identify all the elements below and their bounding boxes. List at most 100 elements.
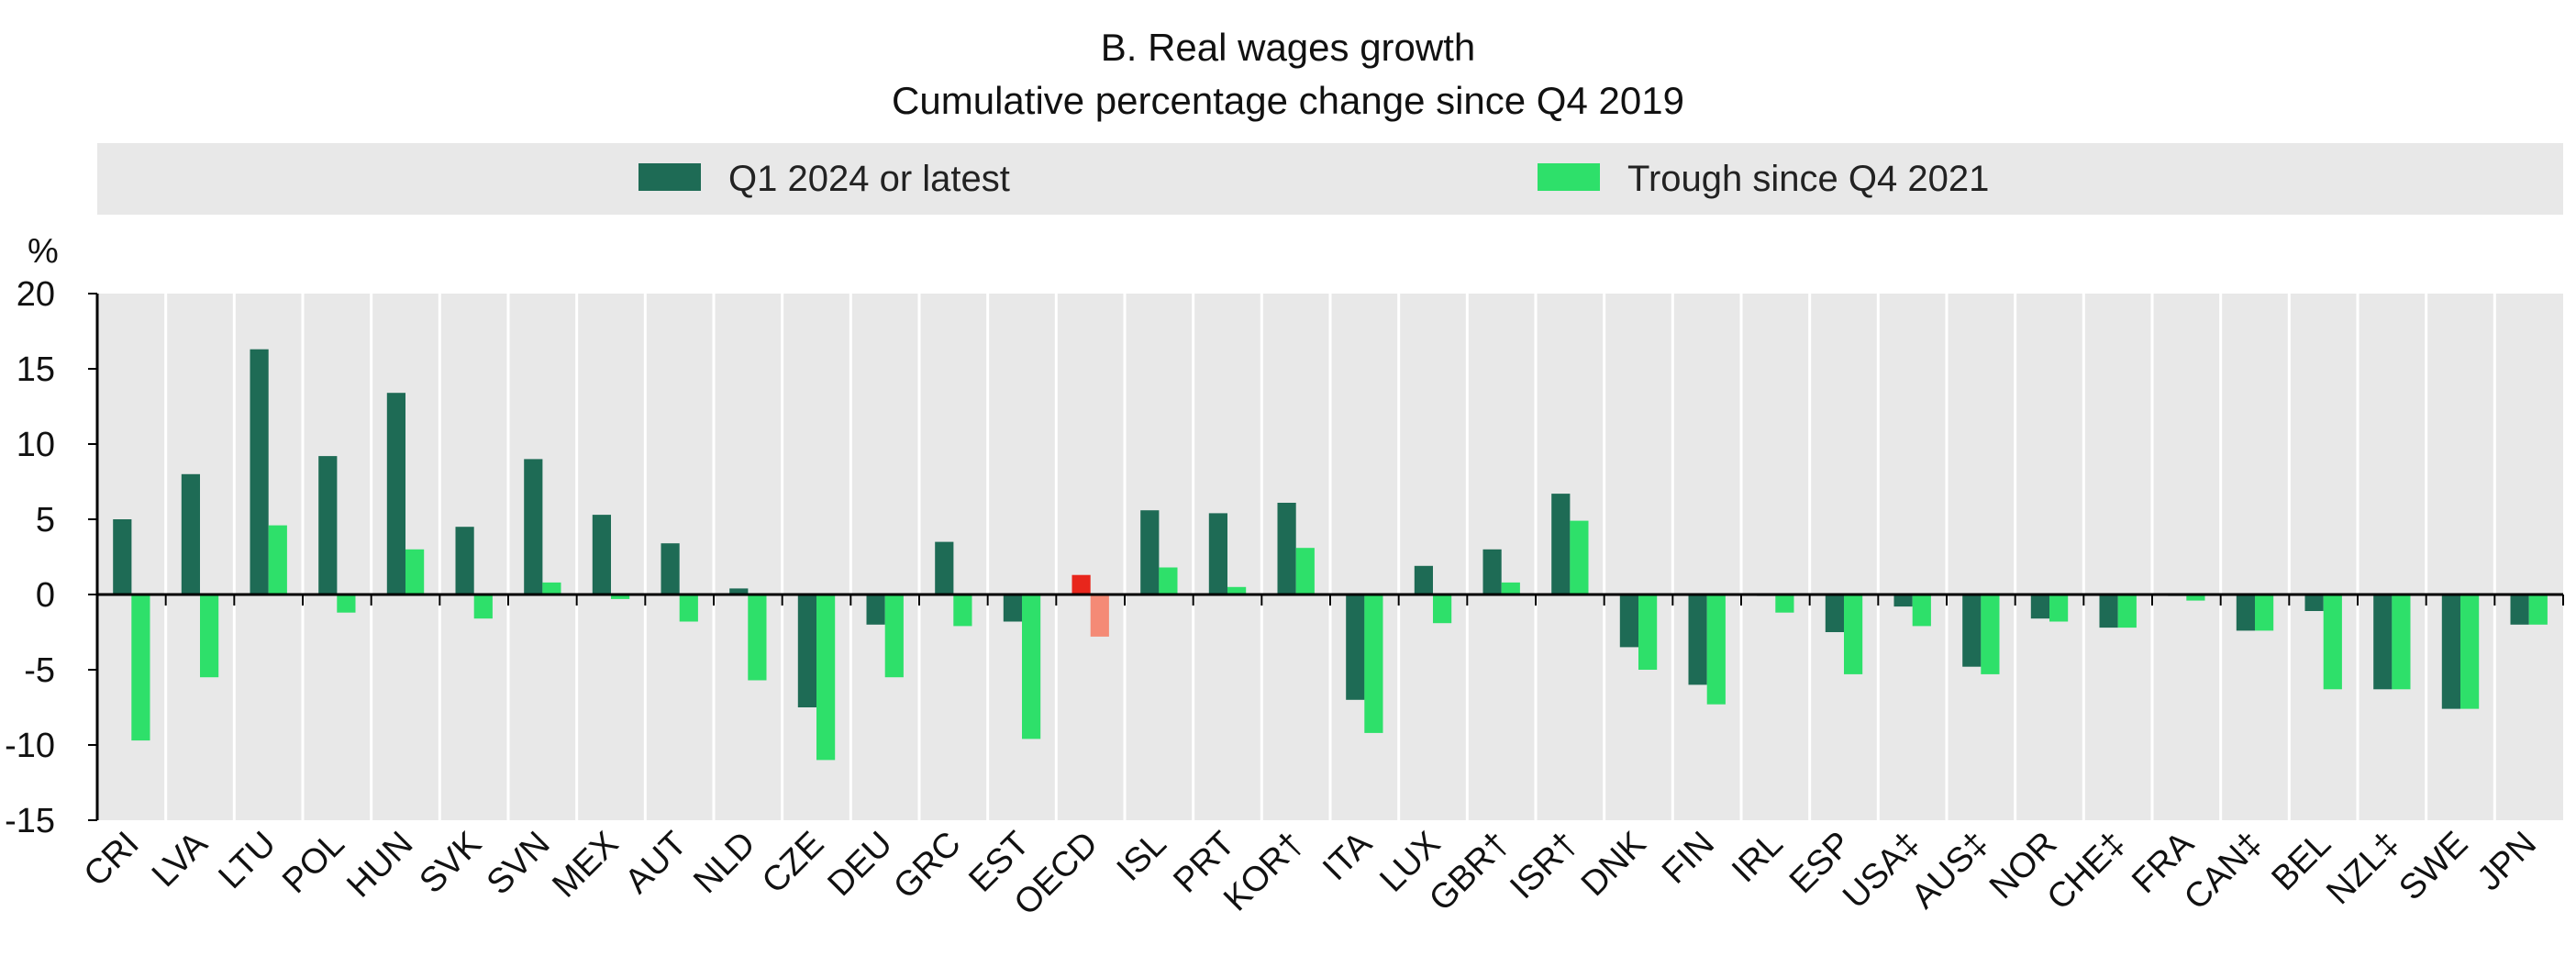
bar-trough-isl — [1159, 567, 1178, 595]
category-label: GBR† — [1422, 825, 1516, 919]
category-label: LVA — [145, 824, 216, 895]
bar-trough-aut — [679, 595, 698, 622]
bar-q1-2024-ltu — [250, 349, 269, 595]
bar-trough-jpn — [2528, 595, 2548, 625]
bar-q1-2024-kor — [1277, 503, 1296, 595]
category-label: DNK — [1574, 825, 1653, 904]
y-tick-label: -15 — [5, 802, 55, 840]
legend-box — [97, 143, 2563, 215]
category-label: AUT — [618, 825, 694, 901]
bar-q1-2024-est — [1003, 595, 1022, 622]
category-label: SVN — [480, 825, 558, 903]
bar-trough-svn — [542, 582, 561, 595]
bar-q1-2024-aus — [1962, 595, 1982, 667]
bar-q1-2024-oecd — [1071, 574, 1091, 595]
category-label: JPN — [2471, 825, 2544, 898]
bar-trough-cze — [816, 595, 836, 761]
category-label: CAN‡ — [2177, 825, 2270, 917]
bar-trough-prt — [1227, 586, 1247, 595]
chart-title: B. Real wages growth — [1101, 26, 1476, 69]
bar-q1-2024-hun — [386, 393, 405, 595]
y-tick-label: -10 — [5, 727, 55, 765]
bar-trough-fin — [1706, 595, 1726, 705]
category-label: CRI — [77, 825, 147, 895]
bar-q1-2024-nld — [729, 588, 749, 595]
bar-q1-2024-dnk — [1619, 595, 1638, 648]
bar-trough-irl — [1775, 595, 1794, 613]
bar-q1-2024-can — [2236, 595, 2255, 631]
category-label: HUN — [339, 825, 420, 906]
category-label: LTU — [212, 825, 283, 896]
bar-q1-2024-che — [2099, 595, 2118, 628]
y-tick-label: 5 — [36, 501, 55, 539]
x-categories: CRILVALTUPOLHUNSVKSVNMEXAUTNLDCZEDEUGRCE… — [77, 824, 2544, 923]
bar-q1-2024-jpn — [2510, 595, 2529, 625]
y-tick-label: 0 — [36, 576, 55, 615]
category-label: NLD — [686, 825, 762, 901]
y-tick-label: 10 — [17, 426, 55, 464]
bar-q1-2024-gbr — [1482, 549, 1502, 595]
bar-q1-2024-swe — [2441, 595, 2460, 709]
y-ticks: 20 15 10 5 0 -5 -10 -15 — [5, 275, 97, 840]
category-label: FIN — [1655, 825, 1722, 892]
category-label: KOR† — [1216, 825, 1311, 919]
bar-q1-2024-lux — [1414, 565, 1433, 595]
category-label: ISR† — [1503, 825, 1584, 906]
legend-label-q1-2024: Q1 2024 or latest — [728, 159, 1010, 199]
bar-trough-swe — [2460, 595, 2480, 709]
column-separators — [164, 294, 2496, 820]
bar-trough-deu — [884, 595, 904, 678]
bar-trough-nor — [2049, 595, 2069, 622]
bar-q1-2024-cze — [797, 595, 816, 707]
bar-trough-bel — [2323, 595, 2342, 690]
legend-swatch-trough — [1538, 163, 1600, 191]
bar-trough-dnk — [1638, 595, 1658, 670]
bar-trough-pol — [337, 595, 356, 613]
category-label: AUS‡ — [1904, 825, 1996, 917]
category-label: POL — [275, 825, 351, 901]
category-label: GRC — [886, 825, 968, 906]
bar-trough-ita — [1364, 595, 1383, 733]
category-label: CHE‡ — [2040, 825, 2133, 917]
bar-trough-oecd — [1090, 595, 1109, 637]
bar-trough-isr — [1570, 520, 1589, 595]
bar-q1-2024-svn — [524, 459, 543, 595]
bar-q1-2024-nzl — [2373, 595, 2393, 690]
bar-trough-che — [2117, 595, 2137, 628]
bar-trough-gbr — [1501, 582, 1520, 595]
bar-trough-cri — [131, 595, 150, 741]
bar-trough-est — [1022, 595, 1041, 739]
axes-layer — [95, 294, 2564, 820]
bar-q1-2024-deu — [866, 595, 885, 625]
bar-q1-2024-bel — [2304, 595, 2324, 611]
bar-trough-svk — [473, 595, 493, 619]
bar-q1-2024-fin — [1688, 595, 1707, 685]
category-label: IRL — [1725, 825, 1791, 891]
bar-trough-nld — [748, 595, 767, 681]
category-label: CZE — [755, 825, 831, 901]
bar-trough-lux — [1433, 595, 1452, 624]
category-label: MEX — [545, 825, 626, 906]
bar-q1-2024-cri — [113, 519, 132, 595]
bar-trough-can — [2255, 595, 2274, 631]
category-label: USA‡ — [1836, 825, 1927, 917]
bar-trough-grc — [953, 595, 972, 627]
bar-q1-2024-ita — [1346, 595, 1365, 700]
bar-q1-2024-isr — [1551, 494, 1571, 595]
bar-q1-2024-pol — [318, 456, 338, 595]
legend-label-trough: Trough since Q4 2021 — [1627, 159, 1989, 199]
bar-q1-2024-nor — [2030, 595, 2049, 619]
bar-q1-2024-lva — [181, 473, 200, 595]
bar-q1-2024-svk — [455, 527, 474, 595]
bar-q1-2024-mex — [592, 515, 611, 595]
bars-layer — [113, 349, 2548, 761]
bar-q1-2024-aut — [661, 543, 680, 595]
bar-trough-ltu — [268, 525, 287, 595]
bar-trough-nzl — [2392, 595, 2411, 690]
bar-q1-2024-prt — [1208, 513, 1227, 595]
y-axis-unit-label: % — [28, 232, 59, 271]
bar-trough-usa — [1912, 595, 1931, 627]
category-label: SWE — [2392, 825, 2475, 908]
bar-trough-mex — [611, 595, 630, 599]
